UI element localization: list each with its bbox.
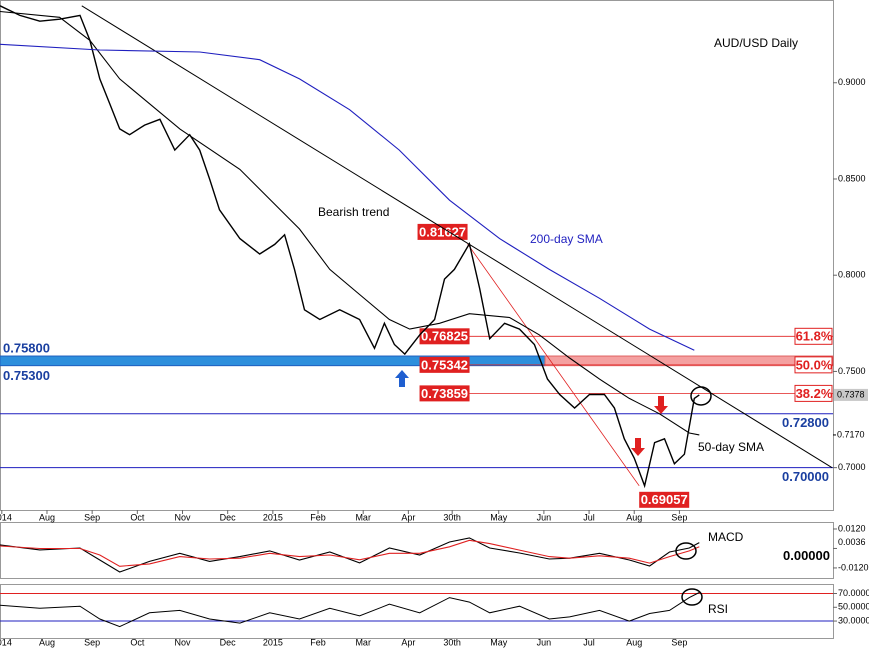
trend-label: Bearish trend: [318, 205, 389, 219]
sma-line: [0, 43, 695, 351]
x-tick-label: Aug: [626, 512, 642, 522]
y-tick-label: 0.8500: [838, 173, 866, 183]
y-tick-label: 0.7000: [838, 462, 866, 472]
highlight-circle: [690, 386, 712, 406]
x-tick-label: Apr: [401, 512, 415, 522]
last-value-label: 0.0036: [838, 537, 866, 547]
x-tick-label: 2014: [0, 637, 12, 647]
x-tick-label: Oct: [130, 512, 145, 522]
x-tick-label: 30th: [443, 512, 461, 522]
highlight-circle: [681, 588, 703, 606]
highlight-circle: [675, 542, 697, 560]
x-tick-label: Jul: [583, 637, 595, 647]
fib-label: 0.73859: [421, 386, 468, 401]
y-tick-label: 0.7500: [838, 366, 866, 376]
fib-pct-label: 61.8%: [796, 329, 833, 344]
x-tick-label: Dec: [220, 512, 237, 522]
fib-label-box: [419, 385, 470, 402]
x-tick-label: Oct: [130, 637, 145, 647]
zone-label: 0.75800: [3, 340, 50, 355]
fib-label-box: [419, 356, 470, 373]
x-tick-label: Mar: [355, 512, 371, 522]
x-tick-label: Sep: [671, 512, 687, 522]
fib-pct-box: [794, 327, 833, 345]
sma200-label: 200-day SMA: [530, 232, 603, 246]
y-tick-label: 0.9000: [838, 77, 866, 87]
up-arrow: [395, 370, 409, 387]
x-tick-label: Sep: [84, 512, 100, 522]
x-tick-label: Sep: [671, 637, 687, 647]
panel-frame: [0, 584, 834, 639]
price-line: [0, 5, 700, 489]
x-tick-label: Jun: [537, 512, 552, 522]
swing-label-box: [639, 491, 690, 508]
x-tick-label: Dec: [220, 637, 237, 647]
fib-label: 0.76825: [421, 329, 468, 344]
x-tick-label: Aug: [39, 512, 55, 522]
resistance-zone: [544, 355, 834, 367]
x-tick-label: Aug: [39, 637, 55, 647]
swing-label: 0.81627: [419, 224, 466, 239]
zone-label: 0.75300: [3, 368, 50, 383]
macd-label: MACD: [708, 530, 744, 544]
level-label: 0.70000: [782, 469, 829, 484]
x-tick-label: Nov: [174, 637, 191, 647]
y-tick-label: 0.8000: [838, 270, 866, 280]
last-value-label: 0.7170: [837, 429, 865, 439]
x-tick-label: Mar: [355, 637, 371, 647]
fib-pct-box: [794, 356, 833, 374]
fib-pct-label: 38.2%: [796, 386, 833, 401]
y-tick-label: -0.0120: [838, 562, 869, 572]
fib-pct-box: [794, 384, 833, 402]
rsi-label: RSI: [708, 602, 728, 616]
x-tick-label: May: [490, 637, 508, 647]
x-tick-label: Aug: [626, 637, 642, 647]
y-tick-label: 0.0120: [838, 523, 866, 533]
swing-label: 0.69057: [641, 492, 688, 507]
fib-pct-label: 50.0%: [796, 357, 833, 372]
panel-frame: [0, 522, 834, 579]
down-arrow: [654, 396, 668, 414]
level-label: 0.72800: [782, 415, 829, 430]
x-tick-label: Feb: [310, 637, 326, 647]
y-tick-label: 30.0000: [838, 615, 869, 625]
signal-line: [0, 539, 700, 567]
fib-label-box: [419, 328, 470, 345]
y-tick-label: 70.0000: [838, 588, 869, 598]
y-tick-label: 0.00000: [783, 548, 830, 563]
y-tick-label: 50.0000: [838, 602, 869, 612]
x-tick-label: Feb: [310, 512, 326, 522]
x-tick-label: 2015: [263, 512, 283, 522]
x-tick-label: Jun: [537, 637, 552, 647]
x-tick-label: Nov: [174, 512, 191, 522]
rsi-line: [0, 592, 700, 628]
x-tick-label: 2015: [263, 637, 283, 647]
sma50-label: 50-day SMA: [698, 440, 764, 454]
x-tick-label: May: [490, 512, 508, 522]
x-tick-label: 2014: [0, 512, 12, 522]
chart-title: AUD/USD Daily: [714, 36, 798, 50]
last-value-box: [834, 388, 868, 401]
fib-label: 0.75342: [421, 357, 468, 372]
x-tick-label: 30th: [443, 637, 461, 647]
x-tick-label: Jul: [583, 512, 595, 522]
trendline: [81, 5, 833, 469]
x-tick-label: Apr: [401, 637, 415, 647]
x-tick-label: Sep: [84, 637, 100, 647]
sma-line: [0, 10, 700, 436]
panel-frame: [0, 0, 834, 511]
down-arrow: [631, 438, 645, 456]
last-value-label: 0.7378: [837, 389, 865, 399]
